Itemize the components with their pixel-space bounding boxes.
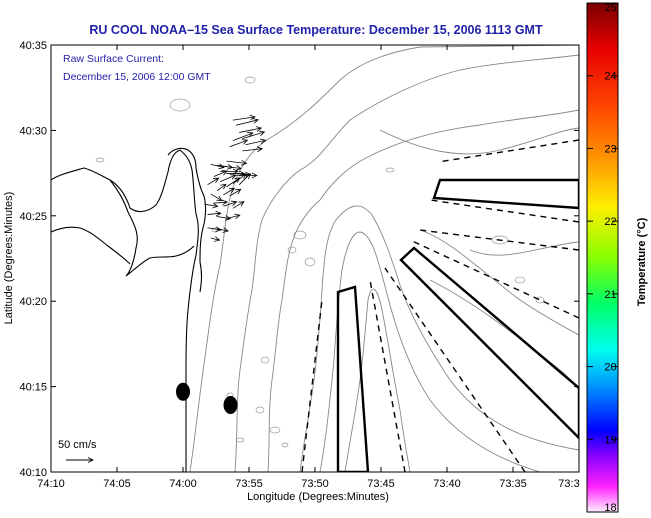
current-vector-arrow	[204, 204, 217, 206]
current-vector-arrow	[216, 184, 226, 192]
current-vector-arrow	[210, 238, 220, 240]
station-marker-dot	[223, 396, 238, 415]
current-vector-arrow	[232, 117, 255, 121]
x-tick-label: 74:10	[37, 478, 65, 490]
current-vector-arrow	[223, 188, 234, 196]
colorbar-tick-label: 20	[604, 362, 616, 374]
current-vector-arrow	[235, 120, 258, 126]
y-tick-label: 40:30	[19, 125, 47, 137]
colorbar-title: Temperature (°C)	[636, 217, 648, 306]
x-tick-label: 73:40	[433, 478, 461, 490]
x-tick-label: 73:55	[235, 478, 263, 490]
colorbar-tick-label: 23	[604, 143, 616, 155]
colorbar-tick-label: 21	[604, 289, 616, 301]
current-vector-arrow	[229, 189, 241, 197]
radar-beam-dashed-lines	[301, 139, 579, 472]
x-tick-label: 73:35	[499, 478, 527, 490]
current-vector-arrow	[207, 228, 221, 230]
bathymetry-contours	[189, 45, 579, 472]
marker-layer	[176, 382, 238, 415]
current-vector-arrow	[213, 171, 227, 177]
colorbar	[586, 2, 619, 513]
plot-area	[51, 45, 579, 472]
colorbar-tick-label: 19	[604, 434, 616, 446]
x-tick-label: 73:3	[558, 478, 579, 490]
small-contour-islands	[95, 76, 545, 448]
overlay-line-1: Raw Surface Current:	[63, 53, 164, 65]
current-vector-arrow	[226, 215, 240, 218]
x-axis-label: Longitude (Degrees:Minutes)	[247, 491, 389, 503]
current-vector-arrow	[210, 164, 224, 167]
x-tick-label: 73:50	[301, 478, 329, 490]
y-tick-label: 40:20	[19, 296, 47, 308]
current-vector-arrow	[232, 174, 246, 185]
current-vector-arrow	[232, 133, 253, 142]
current-vector-arrow	[213, 202, 227, 203]
surface-current-vectors	[204, 117, 265, 240]
current-vector-arrow	[216, 229, 228, 231]
station-marker-dot	[176, 382, 190, 401]
y-tick-label: 40:25	[19, 211, 47, 223]
current-vector-arrow	[238, 174, 250, 185]
current-vector-arrow	[207, 213, 221, 214]
y-axis-ticks: 40:35 40:30 40:25 40:20 40:15 40:10	[19, 40, 579, 479]
current-vector-arrow	[223, 202, 236, 207]
y-tick-label: 40:35	[19, 40, 47, 52]
overlay-line-2: December 15, 2006 12:00 GMT	[63, 71, 211, 83]
colorbar-ticks: 25 24 23 22 21 20 19 18	[587, 2, 618, 514]
current-vector-arrow	[220, 175, 235, 183]
figure-title: RU COOL NOAA–15 Sea Surface Temperature:…	[89, 23, 543, 37]
coastline	[51, 147, 207, 472]
x-tick-label: 74:00	[169, 478, 197, 490]
current-vector-arrow	[229, 140, 248, 148]
scale-arrow-label: 50 cm/s	[58, 439, 97, 451]
x-tick-label: 73:45	[367, 478, 395, 490]
colorbar-tick-label: 22	[604, 216, 616, 228]
current-vector-arrow	[226, 178, 240, 188]
x-tick-label: 74:05	[103, 478, 131, 490]
current-vector-arrow	[232, 202, 244, 209]
current-vector-arrow	[242, 149, 262, 151]
colorbar-tick-label: 25	[604, 2, 616, 14]
y-axis-label: Latitude (Degrees:Minutes)	[3, 192, 15, 325]
current-vector-arrow	[207, 178, 219, 186]
current-vector-arrow	[226, 161, 247, 163]
colorbar-tick-label: 24	[604, 71, 616, 83]
x-axis-ticks: 74:10 74:05 74:00 73:55 73:50 73:45 73:40 73:35…	[37, 45, 580, 490]
y-tick-label: 40:15	[19, 382, 47, 394]
current-vector-arrow	[245, 140, 266, 146]
restricted-area-outlines	[336, 178, 579, 472]
y-tick-label: 40:10	[19, 467, 47, 479]
colorbar-tick-label: 18	[604, 502, 616, 514]
current-vector-arrow	[210, 193, 222, 201]
current-vector-arrow	[239, 128, 261, 133]
